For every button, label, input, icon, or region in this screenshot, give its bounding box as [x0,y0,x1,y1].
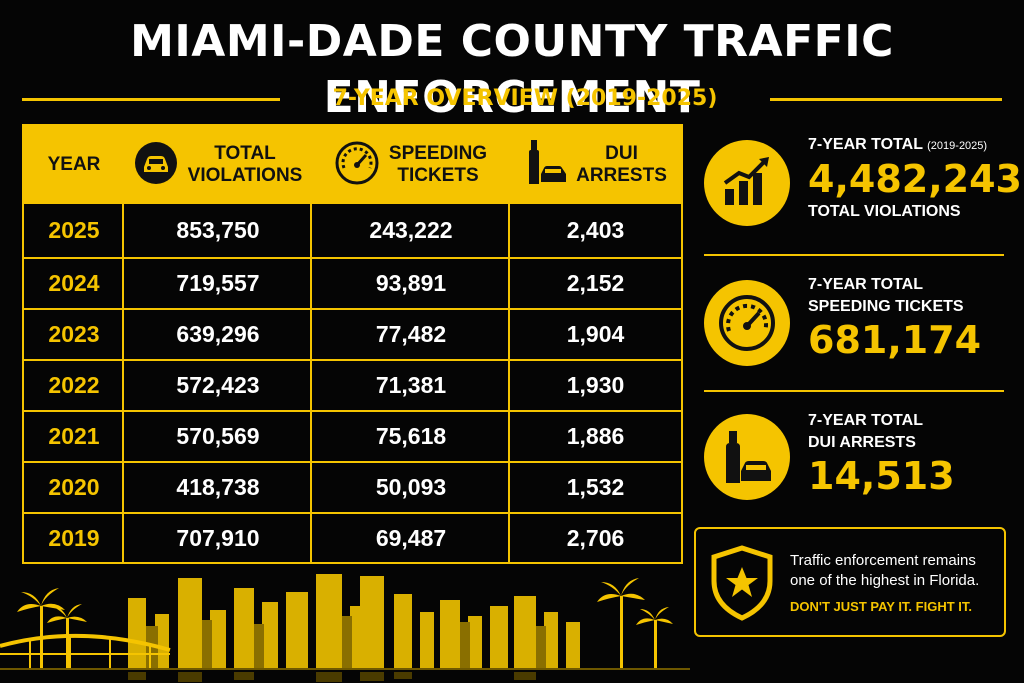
growth-chart-icon [704,140,790,226]
header-speeding-line2: TICKETS [397,165,479,186]
header-year: YEAR [24,126,124,204]
speeding-tickets-cell: 243,222 [369,217,453,243]
year-cell: 2025 [48,217,100,243]
stat-total-range: (2019-2025) [927,140,988,152]
header-year-label: YEAR [47,154,101,175]
total-violations-cell: 639,296 [176,321,260,347]
speeding-tickets-cell: 75,618 [375,423,447,449]
table-body: 2025 853,750 243,222 2,403 2024 719,557 … [24,204,681,563]
callout-message: Traffic enforcement remains one of the h… [790,552,980,589]
year-cell: 2021 [48,423,100,449]
year-cell: 2020 [48,474,100,500]
bottle-car-icon [524,138,568,193]
dui-arrests-cell: 1,930 [566,372,625,398]
page-title: MIAMI-DADE COUNTY TRAFFIC ENFORCEMENT [130,16,894,123]
column-divider [508,126,510,562]
dui-arrests-cell: 2,403 [566,217,625,243]
stat-speeding-value: 681,174 [808,318,982,362]
total-violations-cell: 418,738 [176,474,260,500]
dui-arrests-cell: 1,532 [566,474,625,500]
divider [704,254,1004,256]
city-skyline-illustration [0,566,690,683]
speeding-tickets-cell: 93,891 [375,270,447,296]
stat-speeding-label2: SPEEDING TICKETS [808,298,964,315]
car-icon [134,141,178,190]
year-cell: 2024 [48,270,100,296]
table-row: 2023 639,296 77,482 1,904 [24,308,681,359]
stat-dui-value: 14,513 [808,454,955,498]
stat-total-violations: 7-YEAR TOTAL (2019-2025) 4,482,243 TOTAL… [704,126,1022,246]
stat-dui-label2: DUI ARRESTS [808,434,916,451]
header-dui-line2: ARRESTS [576,165,667,186]
shield-star-icon [710,545,774,626]
callout-cta: DON'T JUST PAY IT. FIGHT IT. [790,599,972,614]
speedometer-icon [335,141,379,190]
enforcement-table: YEAR TOTAL VIOLATIONS [22,124,683,564]
total-violations-cell: 570,569 [176,423,260,449]
stat-dui-label1: 7-YEAR TOTAL [808,412,923,429]
stat-speeding-tickets: 7-YEAR TOTAL SPEEDING TICKETS 681,174 [704,262,1004,386]
column-divider [122,126,124,562]
stat-speeding-label1: 7-YEAR TOTAL [808,276,923,293]
total-violations-cell: 572,423 [176,372,260,398]
stat-total-sub: TOTAL VIOLATIONS [808,203,961,220]
divider [22,98,280,101]
dui-arrests-cell: 1,886 [566,423,625,449]
table-row: 2022 572,423 71,381 1,930 [24,359,681,410]
table-row: 2025 853,750 243,222 2,403 [24,204,681,257]
divider [704,390,1004,392]
total-violations-cell: 707,910 [176,525,260,551]
divider [770,98,1002,101]
header-total-violations: TOTAL VIOLATIONS [124,126,312,204]
header-speeding-line1: SPEEDING [388,143,488,164]
header-total-line1: TOTAL [214,143,276,164]
speeding-tickets-cell: 50,093 [375,474,447,500]
column-divider [310,126,312,562]
header-dui-line1: DUI [605,143,638,164]
header-speeding-tickets: SPEEDING TICKETS [312,126,510,204]
table-row: 2019 707,910 69,487 2,706 [24,512,681,563]
table-row: 2020 418,738 50,093 1,532 [24,461,681,512]
header-total-line2: VIOLATIONS [187,165,303,186]
table-row: 2024 719,557 93,891 2,152 [24,257,681,308]
speeding-tickets-cell: 71,381 [375,372,447,398]
callout-box: Traffic enforcement remains one of the h… [694,527,1006,637]
stat-total-value: 4,482,243 [808,157,1022,201]
dui-arrests-cell: 1,904 [566,321,625,347]
header-dui-arrests: DUI ARRESTS [510,126,681,204]
speeding-tickets-cell: 69,487 [375,525,447,551]
total-violations-cell: 853,750 [176,217,260,243]
speedometer-icon [704,280,790,366]
dui-arrests-cell: 2,706 [566,525,625,551]
page-subtitle: 7-YEAR OVERVIEW (2019-2025) [332,86,718,111]
table-header: YEAR TOTAL VIOLATIONS [24,126,681,204]
year-cell: 2019 [48,525,100,551]
year-cell: 2023 [48,321,100,347]
dui-arrests-cell: 2,152 [566,270,625,296]
subtitle-row: 7-YEAR OVERVIEW (2019-2025) [22,84,1002,114]
year-cell: 2022 [48,372,100,398]
total-violations-cell: 719,557 [176,270,260,296]
table-row: 2021 570,569 75,618 1,886 [24,410,681,461]
speeding-tickets-cell: 77,482 [375,321,447,347]
stat-dui-arrests: 7-YEAR TOTAL DUI ARRESTS 14,513 [704,398,1004,522]
stat-total-label: 7-YEAR TOTAL [808,136,923,153]
bottle-car-icon [704,414,790,500]
